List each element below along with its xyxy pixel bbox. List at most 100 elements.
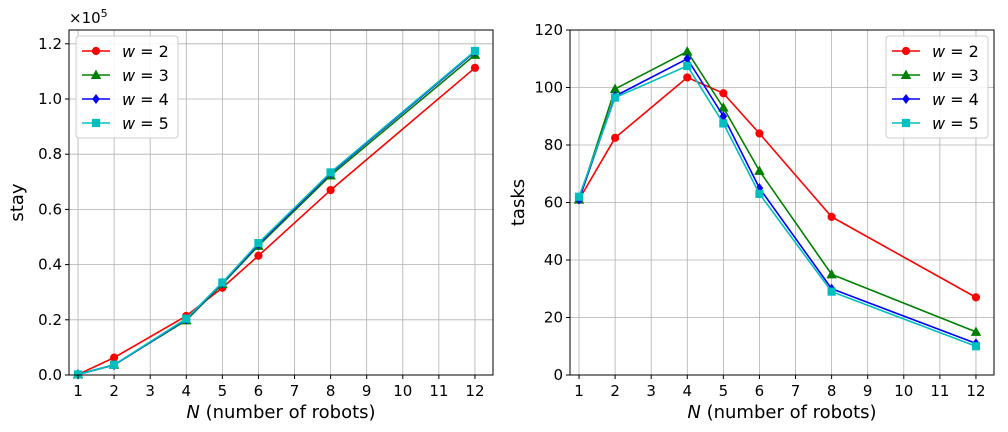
stay-x-tick-label: 9 bbox=[362, 382, 372, 400]
tasks-legend-swatch-marker-1 bbox=[900, 69, 912, 80]
tasks-legend-label-1: w = 3 bbox=[932, 66, 979, 85]
tasks-legend-label-3: w = 5 bbox=[932, 114, 979, 133]
stay-series-3-point bbox=[218, 278, 227, 287]
stay-y-tick-label: 0.4 bbox=[38, 256, 62, 274]
stay-x-tick-label: 6 bbox=[254, 382, 264, 400]
stay-x-tick-label: 12 bbox=[465, 382, 484, 400]
stay-legend-item-3: w = 5 bbox=[82, 114, 169, 133]
stay-legend-swatch-marker-3 bbox=[91, 118, 101, 128]
tasks-series-3-point bbox=[719, 119, 728, 128]
tasks-series-0 bbox=[574, 73, 981, 302]
tasks-x-axis-label: N (number of robots) bbox=[687, 402, 876, 423]
stay-y-tick-label: 0.6 bbox=[38, 200, 62, 218]
tasks-series-3-point bbox=[755, 189, 764, 198]
stay-legend-label-1: w = 3 bbox=[122, 66, 169, 85]
tasks-x-tick-label: 12 bbox=[966, 382, 985, 400]
stay-legend-item-0: w = 2 bbox=[82, 42, 169, 61]
stay-x-tick-label: 1 bbox=[73, 382, 83, 400]
stay-y-tick-label: 1.0 bbox=[38, 90, 62, 108]
tasks-legend-item-0: w = 2 bbox=[892, 42, 979, 61]
stay-legend: w = 2 w = 3 w = 4 w = 5 bbox=[75, 35, 179, 139]
stay-x-tick-label: 11 bbox=[429, 382, 448, 400]
tasks-series-3-point bbox=[611, 93, 620, 102]
stay-offset-text: ×105 bbox=[69, 7, 108, 27]
stay-axes-frame bbox=[68, 29, 494, 376]
tasks-series-1-point bbox=[718, 102, 729, 112]
tasks-x-tick-label: 9 bbox=[863, 382, 873, 400]
tasks-y-tick-label: 0 bbox=[553, 366, 563, 384]
tasks-y-tick-label: 60 bbox=[544, 194, 563, 212]
tasks-x-tick-label: 10 bbox=[894, 382, 913, 400]
stay-legend-label-3: w = 5 bbox=[122, 114, 169, 133]
tasks-legend-box bbox=[885, 35, 989, 139]
tasks-series-1-point bbox=[754, 165, 765, 175]
tasks-series-3 bbox=[574, 61, 981, 351]
tasks-x-tick-label: 1 bbox=[574, 382, 584, 400]
stay-series-0-point bbox=[326, 185, 335, 195]
stay-series-3-point bbox=[326, 168, 335, 177]
tasks-y-tick-label: 100 bbox=[534, 79, 563, 97]
stay-legend-item-1: w = 3 bbox=[82, 66, 169, 85]
chart-stay-vs-robots: 1 2 3 4 5 6 7 8 9 10 11 120.00.20.40.60.81.01.2×105… bbox=[7, 7, 494, 423]
tasks-series-0-point bbox=[755, 129, 764, 138]
tasks-y-axis-label: tasks bbox=[508, 179, 529, 226]
stay-series-3-point bbox=[254, 238, 263, 248]
stay-legend-swatch-marker-0 bbox=[91, 46, 101, 56]
tasks-x-tick-label: 7 bbox=[791, 382, 801, 400]
tasks-y-tick-label: 40 bbox=[544, 251, 563, 269]
tasks-y-tick-label: 120 bbox=[534, 21, 563, 39]
tasks-x-tick-label: 3 bbox=[646, 382, 656, 400]
stay-y-tick-label: 0.0 bbox=[38, 366, 62, 384]
tasks-series-3-point bbox=[683, 61, 692, 71]
tasks-series-0-point bbox=[683, 73, 692, 82]
tasks-x-tick-label: 5 bbox=[719, 382, 729, 400]
tasks-series-3-point bbox=[827, 287, 836, 296]
stay-x-tick-label: 8 bbox=[326, 382, 336, 400]
tasks-series-1-point bbox=[970, 326, 982, 336]
tasks-series-1-point bbox=[826, 268, 837, 279]
stay-series-0-point bbox=[254, 251, 263, 260]
stay-series-3-point bbox=[110, 360, 119, 369]
stay-x-tick-label: 7 bbox=[290, 382, 300, 400]
stay-y-tick-label: 1.2 bbox=[38, 35, 62, 53]
stay-legend-label-0: w = 2 bbox=[122, 42, 169, 61]
tasks-x-tick-label: 8 bbox=[827, 382, 837, 400]
stay-legend-item-2: w = 4 bbox=[82, 90, 169, 109]
stay-legend-label-2: w = 4 bbox=[122, 90, 169, 109]
stay-y-tick-label: 0.8 bbox=[38, 145, 62, 163]
stay-x-tick-label: 10 bbox=[393, 382, 412, 400]
tasks-legend-item-3: w = 5 bbox=[892, 114, 979, 133]
tasks-series-0-point bbox=[611, 133, 620, 142]
tasks-y-tick-label: 20 bbox=[544, 309, 563, 327]
stay-series-3-point bbox=[470, 46, 480, 56]
tasks-x-tick-label: 2 bbox=[610, 382, 620, 400]
stay-y-axis-label: stay bbox=[7, 183, 28, 221]
stay-series-0-point bbox=[470, 63, 480, 72]
tasks-legend-item-2: w = 4 bbox=[892, 90, 979, 109]
stay-series-3 bbox=[73, 46, 480, 379]
tasks-series-0-point bbox=[719, 89, 728, 98]
tasks-series-3-point bbox=[574, 192, 584, 201]
tasks-x-tick-label: 4 bbox=[683, 382, 693, 400]
tasks-series-0-point bbox=[971, 293, 981, 302]
tasks-series-3-point bbox=[971, 342, 981, 351]
stay-legend-swatch-marker-1 bbox=[90, 69, 102, 80]
tasks-legend-swatch-marker-2 bbox=[902, 93, 910, 105]
stay-x-tick-label: 2 bbox=[109, 382, 119, 400]
tasks-legend-swatch-marker-3 bbox=[901, 118, 911, 128]
stay-x-tick-label: 3 bbox=[145, 382, 155, 400]
tasks-x-tick-label: 6 bbox=[755, 382, 765, 400]
stay-x-tick-label: 5 bbox=[218, 382, 228, 400]
tasks-legend-label-2: w = 4 bbox=[932, 90, 979, 109]
stay-legend-swatch-marker-2 bbox=[92, 93, 100, 105]
tasks-x-tick-label: 11 bbox=[930, 382, 949, 400]
stay-x-axis-label: N (number of robots) bbox=[186, 402, 375, 423]
tasks-series-0-point bbox=[827, 212, 836, 221]
stay-legend-box bbox=[75, 35, 179, 139]
tasks-y-tick-label: 80 bbox=[544, 136, 563, 154]
tasks-legend: w = 2 w = 3 w = 4 w = 5 bbox=[885, 35, 989, 139]
stay-y-tick-label: 0.2 bbox=[38, 311, 62, 329]
stay-x-tick-label: 4 bbox=[182, 382, 192, 400]
